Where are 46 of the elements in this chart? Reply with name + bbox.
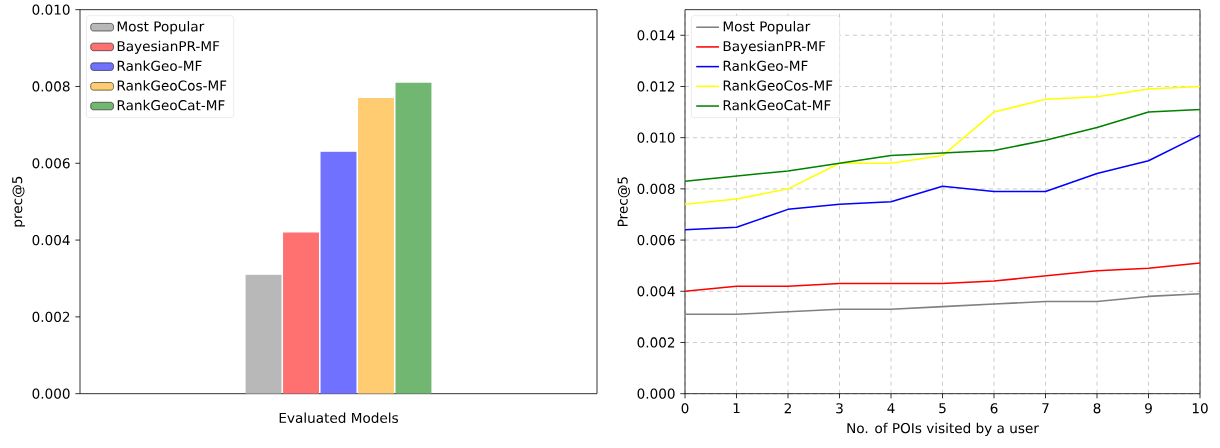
x-tick-label: 3 xyxy=(836,403,843,414)
y-tick-label: 0.008 xyxy=(32,81,70,92)
y-tick-label: 0.000 xyxy=(32,388,70,399)
x-tick-label: 2 xyxy=(784,403,791,414)
bar xyxy=(395,82,432,394)
y-tick-label: 0.004 xyxy=(32,235,70,246)
legend-label: RankGeoCos-MF xyxy=(723,80,833,91)
x-tick-label: 7 xyxy=(1042,403,1049,414)
y-tick-label: 0.010 xyxy=(32,4,70,15)
legend-label: RankGeoCat-MF xyxy=(117,100,225,111)
x-tick-label: 9 xyxy=(1145,403,1152,414)
y-tick-label: 0.002 xyxy=(637,337,675,348)
x-tick-label: 8 xyxy=(1093,403,1101,414)
legend-label: Most Popular xyxy=(723,21,811,35)
y-tick-label: 0.002 xyxy=(32,311,70,323)
x-axis-title: Evaluated Models xyxy=(279,412,398,424)
legend-label: RankGeo-MF xyxy=(117,60,202,72)
y-tick-label: 0.012 xyxy=(637,81,675,92)
x-tick-label: 0 xyxy=(681,403,689,414)
y-tick-label: 0.010 xyxy=(637,132,675,143)
line-series xyxy=(685,293,1201,316)
x-tick-label: 6 xyxy=(990,403,998,414)
y-axis-title: prec@5 xyxy=(12,176,25,227)
legend-label: BayesianPR-MF xyxy=(117,40,220,55)
legend-label: Most Popular xyxy=(117,21,205,35)
x-tick-label: 1 xyxy=(733,403,740,414)
y-tick-label: 0.004 xyxy=(637,286,675,297)
y-tick-label: 0.014 xyxy=(637,30,675,41)
bar xyxy=(358,98,394,394)
y-tick-label: 0.006 xyxy=(32,158,70,169)
x-tick-label: 5 xyxy=(939,403,946,414)
x-tick-label: 10 xyxy=(1192,403,1208,414)
x-tick-label: 4 xyxy=(887,403,895,414)
legend-label: RankGeo-MF xyxy=(723,60,808,72)
y-axis-title: Prec@5 xyxy=(617,177,630,227)
y-tick-label: 0.006 xyxy=(637,235,675,246)
legend-label: BayesianPR-MF xyxy=(723,40,826,55)
x-axis-title: No. of POIs visited by a user xyxy=(847,422,1039,437)
line-series xyxy=(685,134,1201,231)
bar xyxy=(245,274,282,394)
y-tick-label: 0.008 xyxy=(637,183,675,195)
legend-label: RankGeoCat-MF xyxy=(723,100,831,111)
bar xyxy=(283,232,319,394)
y-tick-label: 0.000 xyxy=(637,388,675,399)
legend-label: RankGeoCos-MF xyxy=(117,80,227,91)
bar xyxy=(320,151,357,394)
